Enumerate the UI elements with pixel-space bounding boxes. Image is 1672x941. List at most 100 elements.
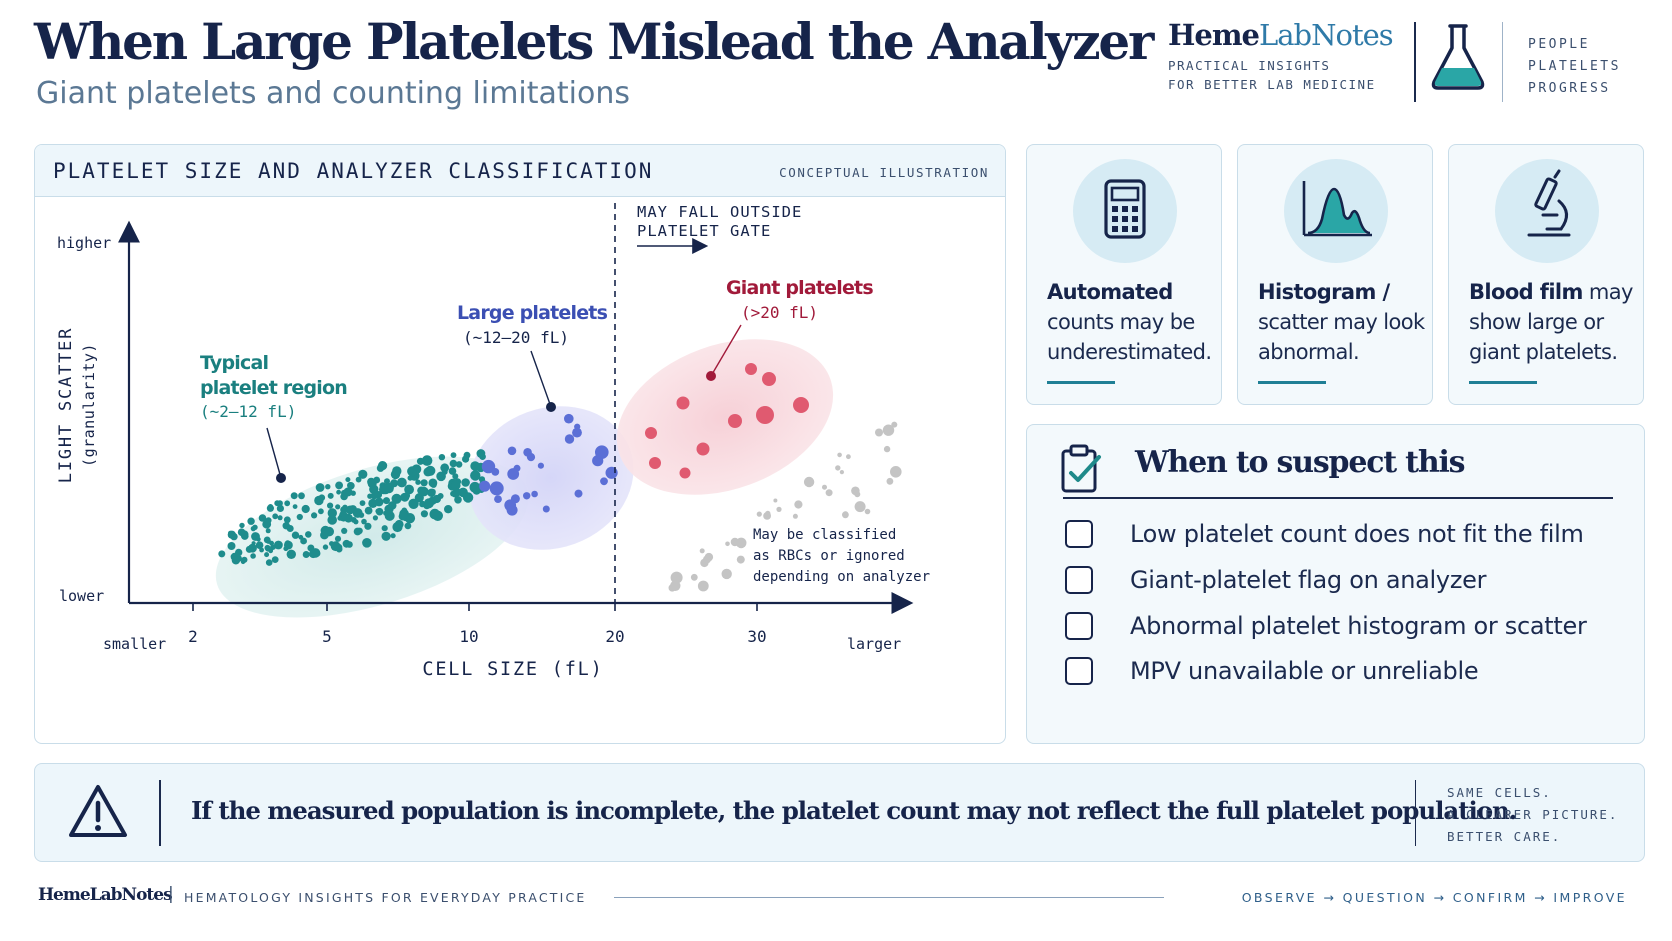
point-giant xyxy=(728,414,742,428)
brand-divider-thin xyxy=(1502,22,1503,102)
gate-label-line1: MAY FALL OUTSIDE xyxy=(637,203,802,221)
point-large xyxy=(595,445,609,460)
point-typical xyxy=(264,552,270,558)
point-outside xyxy=(736,555,745,564)
point-typical xyxy=(269,540,274,546)
point-typical xyxy=(420,510,428,518)
point-typical xyxy=(327,515,338,525)
point-large xyxy=(600,477,608,486)
point-outside xyxy=(854,491,861,498)
point-typical xyxy=(255,541,264,549)
point-typical xyxy=(296,513,303,521)
card-bold: Histogram / xyxy=(1258,280,1390,304)
point-typical xyxy=(392,466,402,476)
point-typical xyxy=(449,459,458,468)
y-max-label: higher xyxy=(57,234,111,252)
brand-word: PROGRESS xyxy=(1528,81,1611,96)
card-bold: Blood film xyxy=(1469,280,1583,304)
point-outside xyxy=(773,498,778,503)
region-typical-marker xyxy=(276,473,286,483)
point-large xyxy=(523,492,531,500)
banner-tag-line: BETTER CARE. xyxy=(1447,829,1562,844)
point-typical xyxy=(274,540,283,550)
point-outside xyxy=(765,510,771,517)
point-typical xyxy=(240,559,246,565)
point-outside xyxy=(854,501,866,513)
region-giant-marker xyxy=(706,371,716,381)
brand-word: PLATELETS xyxy=(1528,59,1621,74)
point-typical xyxy=(336,489,341,495)
point-large xyxy=(605,466,618,479)
chart-panel: PLATELET SIZE AND ANALYZER CLASSIFICATIO… xyxy=(34,144,1006,744)
point-typical xyxy=(462,455,470,463)
card-text: Histogram / scatter may look abnormal. xyxy=(1258,277,1432,367)
point-typical xyxy=(327,508,337,518)
x-ticks: 2 5 10 20 30 xyxy=(188,603,767,646)
brand-tagline-line1: PRACTICAL INSIGHTS xyxy=(1168,58,1331,73)
point-outside xyxy=(703,555,711,564)
point-typical xyxy=(419,500,426,508)
point-typical xyxy=(284,500,291,507)
point-typical xyxy=(265,546,271,552)
point-outside xyxy=(825,489,833,497)
point-typical xyxy=(352,508,363,518)
chart-panel-header: PLATELET SIZE AND ANALYZER CLASSIFICATIO… xyxy=(35,145,1005,197)
x-axis-title: CELL SIZE (fL) xyxy=(422,659,603,680)
point-giant xyxy=(649,457,661,469)
point-typical xyxy=(355,476,362,483)
point-typical xyxy=(390,533,396,539)
x-tick-label: 20 xyxy=(605,627,624,646)
point-typical xyxy=(262,519,272,529)
point-typical xyxy=(470,470,481,481)
point-typical xyxy=(327,502,334,509)
x-min-label: smaller xyxy=(103,635,166,653)
footer-separator: | xyxy=(168,884,174,904)
point-large xyxy=(507,446,517,456)
x-tick-label: 2 xyxy=(188,627,198,646)
point-large xyxy=(572,427,582,438)
point-large xyxy=(531,490,538,498)
point-typical xyxy=(384,510,395,521)
point-typical xyxy=(301,504,310,514)
suspect-divider xyxy=(1063,497,1613,499)
banner-text: If the measured population is incomplete… xyxy=(191,796,1517,825)
point-large xyxy=(491,468,500,476)
point-outside xyxy=(883,445,891,453)
checklist-label: Giant-platelet flag on analyzer xyxy=(1130,566,1487,594)
point-typical xyxy=(374,491,383,499)
point-typical xyxy=(292,504,298,509)
brand-words: PEOPLE PLATELETS PROGRESS xyxy=(1528,34,1621,100)
checkbox[interactable] xyxy=(1065,612,1093,640)
region-typical-range: (~2–12 fL) xyxy=(200,402,296,421)
checkbox[interactable] xyxy=(1065,520,1093,548)
region-giant-range: (>20 fL) xyxy=(741,303,818,322)
point-large xyxy=(504,499,517,512)
point-typical xyxy=(368,498,378,508)
checkbox[interactable] xyxy=(1065,566,1093,594)
point-typical xyxy=(438,454,446,461)
point-typical xyxy=(450,490,456,497)
point-outside xyxy=(839,470,845,475)
brand-block: HemeLabNotes PRACTICAL INSIGHTS FOR BETT… xyxy=(1168,18,1394,92)
banner-tag-line: A CLEARER PICTURE. xyxy=(1447,807,1619,822)
card-bold: Automated xyxy=(1047,280,1173,304)
scatter-chart: MAY FALL OUTSIDE PLATELET GATE higher lo… xyxy=(56,203,930,680)
point-typical xyxy=(302,551,310,558)
clipboard-check-icon xyxy=(1059,443,1105,499)
region-large-label: Large platelets xyxy=(457,302,608,324)
outside-note-line1: May be classified xyxy=(753,527,896,543)
chart-heading: PLATELET SIZE AND ANALYZER CLASSIFICATIO… xyxy=(53,159,654,183)
point-typical xyxy=(391,493,402,504)
gate-label-line2: PLATELET GATE xyxy=(637,222,771,240)
point-typical xyxy=(345,477,351,483)
checkbox[interactable] xyxy=(1065,657,1093,685)
point-typical xyxy=(286,549,296,559)
point-typical xyxy=(318,494,326,502)
footer-tagline: HEMATOLOGY INSIGHTS FOR EVERYDAY PRACTIC… xyxy=(184,890,587,905)
point-typical xyxy=(343,487,353,497)
point-typical xyxy=(239,522,245,529)
point-typical xyxy=(315,483,325,492)
point-typical xyxy=(251,532,260,541)
region-typical-label-line2: platelet region xyxy=(200,377,347,399)
point-outside xyxy=(792,513,798,519)
